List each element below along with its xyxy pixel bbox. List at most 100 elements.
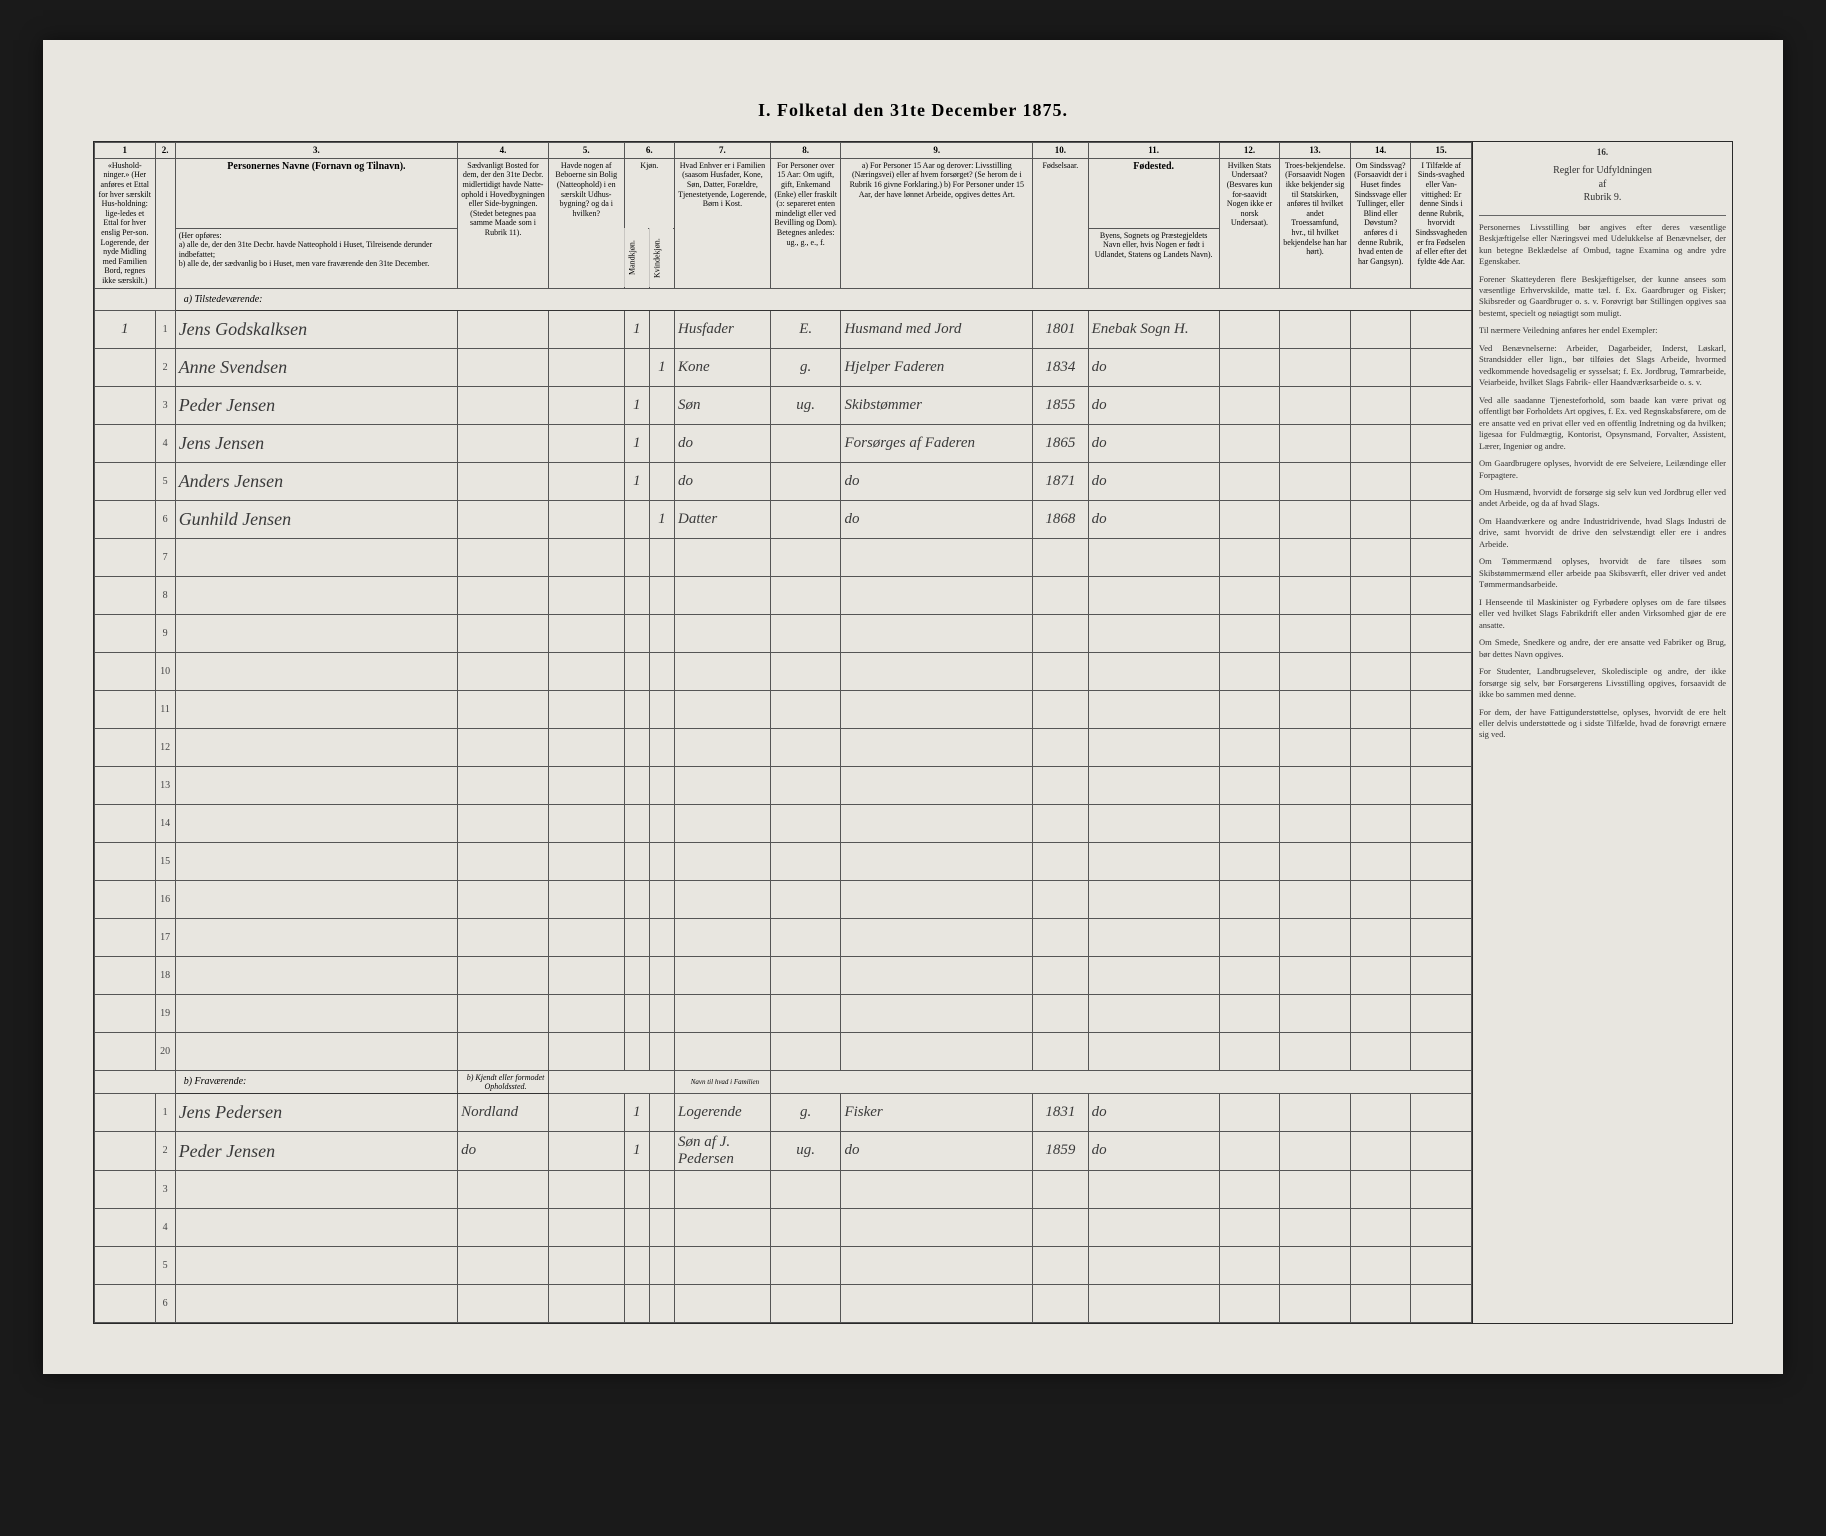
census-form: 1 2. 3. 4. 5. 6. 7. 8. 9. 10. 11. 12. 13… [93, 141, 1733, 1324]
rownum-cell: 15 [155, 842, 175, 880]
rownum-cell: 16 [155, 880, 175, 918]
female-cell: 1 [649, 348, 674, 386]
family-cell: do [675, 424, 771, 462]
occupation-cell: do [841, 1131, 1033, 1170]
female-cell [649, 386, 674, 424]
name-cell: Jens Godskalksen [175, 310, 457, 348]
year-cell: 1868 [1033, 500, 1088, 538]
rules-para: Personernes Livsstilling bør angives eft… [1479, 222, 1726, 268]
colnum: 5. [548, 143, 624, 159]
table-row-empty: 7 [95, 538, 1472, 576]
cell [1280, 1131, 1351, 1170]
cell [458, 424, 549, 462]
table-row: 6 Gunhild Jensen 1 Datter do 1868 do [95, 500, 1472, 538]
occupation-cell: do [841, 462, 1033, 500]
cell [1219, 462, 1280, 500]
male-cell [624, 500, 649, 538]
table-row-empty: 4 [95, 1208, 1472, 1246]
colnum: 4. [458, 143, 549, 159]
location-cell: Nordland [458, 1093, 549, 1131]
table-row-empty: 20 [95, 1032, 1472, 1070]
occupation-cell: Skibstømmer [841, 386, 1033, 424]
cell [95, 614, 156, 652]
col11-sub: Byens, Sognets og Præstegjeldets Navn el… [1088, 228, 1219, 288]
table-row-empty: 10 [95, 652, 1472, 690]
table-row: 5 Anders Jensen 1 do do 1871 do [95, 462, 1472, 500]
cell [458, 500, 549, 538]
cell [1219, 424, 1280, 462]
year-cell: 1831 [1033, 1093, 1088, 1131]
hh-cell [95, 424, 156, 462]
male-cell: 1 [624, 462, 649, 500]
family-cell: Datter [675, 500, 771, 538]
cell [95, 1131, 156, 1170]
cell [1219, 386, 1280, 424]
col6b: Kvindekjøn. [649, 228, 674, 288]
rownum-cell: 19 [155, 994, 175, 1032]
cell [95, 1284, 156, 1322]
cell [1350, 348, 1411, 386]
rownum-cell: 1 [155, 1093, 175, 1131]
year-cell: 1871 [1033, 462, 1088, 500]
table-row: 2 Anne Svendsen 1 Kone g. Hjelper Fadere… [95, 348, 1472, 386]
cell [1219, 1131, 1280, 1170]
rules-colnum: 16. [1479, 146, 1726, 158]
col-label: Sædvanligt Bosted for dem, der den 31te … [458, 158, 549, 288]
col-label: Troes-bekjendelse. (Forsaavidt Nogen ikk… [1280, 158, 1351, 288]
rownum-cell: 5 [155, 1246, 175, 1284]
cell [458, 462, 549, 500]
table-row-empty: 15 [95, 842, 1472, 880]
name-cell: Peder Jensen [175, 386, 457, 424]
male-cell: 1 [624, 1131, 649, 1170]
rules-para: Om Gaardbrugere oplyses, hvorvidt de ere… [1479, 458, 1726, 481]
cell [548, 348, 624, 386]
occupation-cell: Forsørges af Faderen [841, 424, 1033, 462]
occupation-cell: do [841, 500, 1033, 538]
cell [1350, 1093, 1411, 1131]
table-row-empty: 13 [95, 766, 1472, 804]
male-cell: 1 [624, 386, 649, 424]
table-row-empty: 16 [95, 880, 1472, 918]
cell [95, 538, 156, 576]
birthplace-cell: do [1088, 1131, 1219, 1170]
col-label: a) For Personer 15 Aar og derover: Livss… [841, 158, 1033, 288]
status-cell [770, 424, 841, 462]
cell [1280, 386, 1351, 424]
colnum: 12. [1219, 143, 1280, 159]
occupation-cell: Hjelper Faderen [841, 348, 1033, 386]
cell [1411, 1131, 1472, 1170]
hh-cell [95, 462, 156, 500]
cell [1280, 348, 1351, 386]
name-cell: Jens Pedersen [175, 1093, 457, 1131]
col-label: I Tilfælde af Sinds-svaghed eller Van-vi… [1411, 158, 1472, 288]
cell [1350, 500, 1411, 538]
cell [548, 310, 624, 348]
cell [1280, 424, 1351, 462]
table-row-empty: 11 [95, 690, 1472, 728]
status-cell: g. [770, 1093, 841, 1131]
rules-para: Om Tømmermænd oplyses, hvorvidt de fare … [1479, 556, 1726, 590]
cell [95, 766, 156, 804]
birthplace-cell: Enebak Sogn H. [1088, 310, 1219, 348]
rownum-cell: 2 [155, 348, 175, 386]
occupation-cell: Fisker [841, 1093, 1033, 1131]
table-row-empty: 17 [95, 918, 1472, 956]
cell [1350, 386, 1411, 424]
cell [95, 1032, 156, 1070]
census-page: I. Folketal den 31te December 1875. 1 2.… [43, 40, 1783, 1374]
year-cell: 1834 [1033, 348, 1088, 386]
table-row-empty: 14 [95, 804, 1472, 842]
table-row-empty: 12 [95, 728, 1472, 766]
cell [95, 1093, 156, 1131]
status-cell [770, 500, 841, 538]
table-body: a) Tilstedeværende: 1 1 Jens Godskalksen… [95, 288, 1472, 1322]
cell [1350, 310, 1411, 348]
year-cell: 1865 [1033, 424, 1088, 462]
year-cell: 1801 [1033, 310, 1088, 348]
colnum: 7. [675, 143, 771, 159]
rules-para: Om Smede, Snedkere og andre, der ere ans… [1479, 637, 1726, 660]
rownum-cell: 12 [155, 728, 175, 766]
cell [548, 500, 624, 538]
table-row: 4 Jens Jensen 1 do Forsørges af Faderen … [95, 424, 1472, 462]
cell [1411, 462, 1472, 500]
